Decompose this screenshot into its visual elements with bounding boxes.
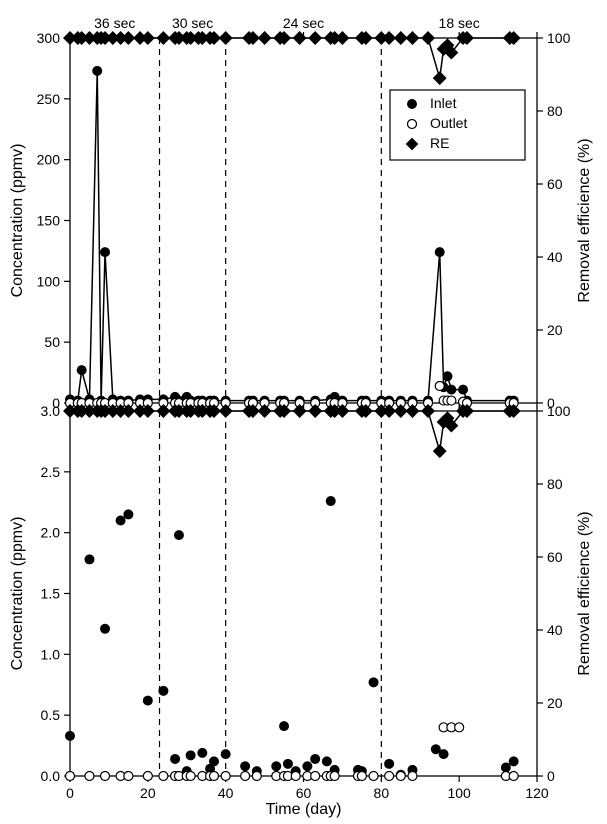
svg-text:50: 50 [44,334,60,350]
svg-text:Time (day): Time (day) [266,801,342,818]
svg-text:200: 200 [37,152,61,168]
legend-label: Outlet [430,115,467,131]
top-panel: 050100150200250300020406080100Concentrat… [9,30,593,411]
legend-label: RE [430,135,449,151]
svg-text:120: 120 [525,785,549,801]
svg-text:60: 60 [296,785,312,801]
svg-text:0.5: 0.5 [41,707,61,723]
svg-text:100: 100 [37,273,61,289]
svg-text:40: 40 [218,785,234,801]
svg-text:1.0: 1.0 [41,646,61,662]
svg-text:300: 300 [37,30,61,46]
chart-svg: 0 50 100 150 200 250 300 0 20 40 60 80 100 Concentrat… [0,0,607,824]
svg-text:0.0: 0.0 [41,768,61,784]
svg-text:2.5: 2.5 [41,464,61,480]
svg-text:100: 100 [547,30,571,46]
svg-text:Removal efficience (%): Removal efficience (%) [576,138,593,302]
bottom-panel: 0.0 0.5 1.0 1.5 2.0 2.5 3.0 0 20 40 60 80 100 0 20 40 60… [9,403,593,801]
svg-text:60: 60 [547,176,563,192]
svg-text:3.0: 3.0 [41,403,61,419]
svg-text:250: 250 [37,91,61,107]
svg-text:80: 80 [547,476,563,492]
chart-container: 0 50 100 150 200 250 300 0 20 40 60 80 100 Concentrat… [0,0,607,824]
svg-text:1.5: 1.5 [41,586,61,602]
svg-text:80: 80 [547,103,563,119]
svg-text:40: 40 [547,622,563,638]
svg-text:Concentration (ppmv): Concentration (ppmv) [9,517,26,671]
svg-text:Concentration (ppmv): Concentration (ppmv) [9,144,26,298]
svg-text:150: 150 [37,213,61,229]
section-label: 30 sec [172,15,213,31]
section-label: 24 sec [283,15,324,31]
svg-text:2.0: 2.0 [41,525,61,541]
svg-text:100: 100 [547,403,571,419]
svg-text:60: 60 [547,549,563,565]
svg-text:20: 20 [547,322,563,338]
svg-text:100: 100 [447,785,471,801]
svg-text:20: 20 [140,785,156,801]
svg-text:20: 20 [547,695,563,711]
legend-label: Inlet [430,95,457,111]
svg-text:80: 80 [374,785,390,801]
svg-text:40: 40 [547,249,563,265]
svg-text:Removal efficience (%): Removal efficience (%) [576,511,593,675]
section-label: 36 sec [94,15,135,31]
legend: Inlet Outlet RE [390,90,525,160]
svg-text:0: 0 [547,768,555,784]
section-label: 18 sec [439,15,480,31]
svg-text:0: 0 [66,785,74,801]
